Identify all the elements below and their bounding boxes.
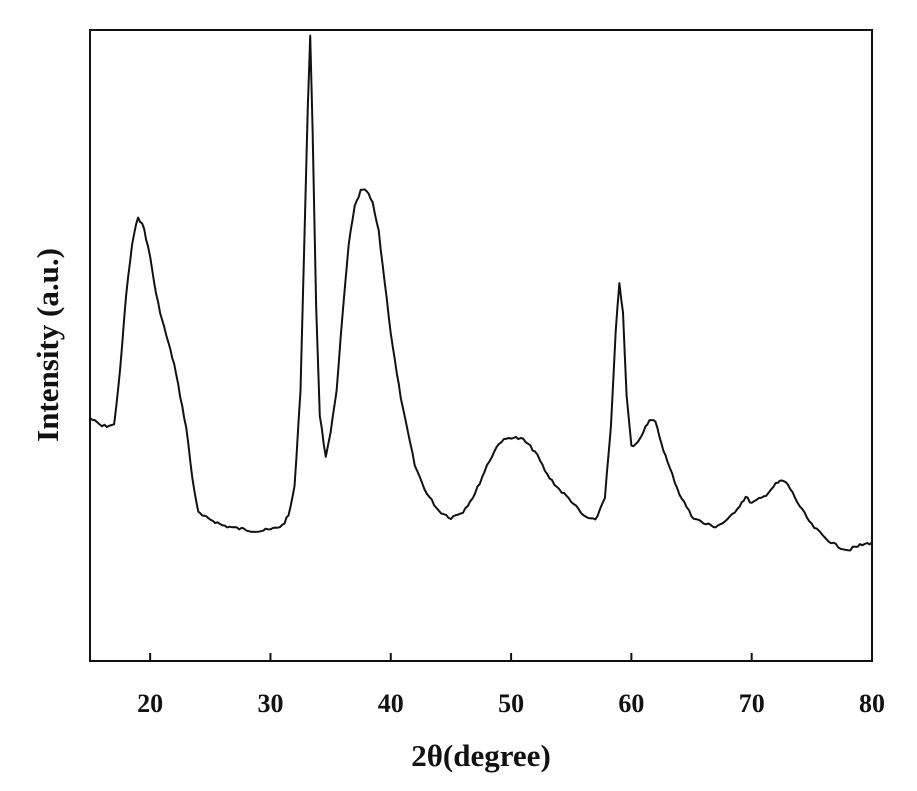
y-axis-title: Intensity (a.u.): [30, 248, 65, 442]
x-tick-label: 80: [859, 689, 885, 718]
x-tick-label: 30: [257, 689, 283, 718]
x-tick-label: 70: [739, 689, 765, 718]
x-tick-label: 50: [498, 689, 524, 718]
plot-frame: [89, 29, 873, 662]
x-tick-label: 40: [378, 689, 404, 718]
axes: 20 30 40 50 60 70 80: [89, 29, 885, 718]
x-tick-label: 20: [137, 689, 163, 718]
x-axis-title: 2θ(degree): [411, 738, 551, 773]
plot-area: [89, 34, 873, 552]
x-tick-label: 60: [618, 689, 644, 718]
xrd-pattern-line: [89, 34, 873, 552]
